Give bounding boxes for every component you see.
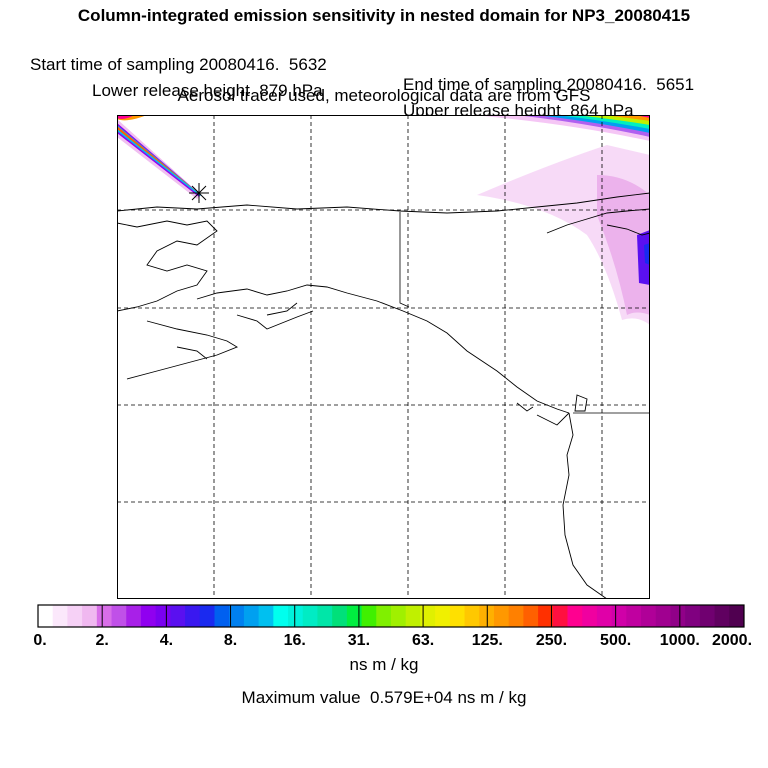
map-frame — [117, 115, 650, 599]
color-scale-cell — [288, 605, 304, 627]
color-scale-tick-label: 4. — [159, 632, 174, 649]
color-scale-cell — [699, 605, 716, 627]
color-scale-ticks: 0. 2. 4. 8. 16. 31. 63. 125. 250. 500. 1000. 2000. — [0, 632, 768, 654]
color-scale-tick-label: 2000. — [711, 632, 753, 649]
color-scale-cell — [391, 605, 407, 627]
color-scale-cell — [170, 605, 186, 627]
color-scale-cell — [611, 605, 627, 627]
color-scale-tick-label: 2. — [95, 632, 109, 649]
tracer-info-line: Aerosol tracer used, meteorological data… — [177, 86, 591, 105]
color-scale-bar — [37, 604, 745, 628]
color-scale-cell — [626, 605, 642, 627]
release-height-row: Lower release height 879 hPa Upper relea… — [0, 61, 768, 121]
color-scale-cell — [346, 605, 363, 627]
sensitivity-map — [117, 115, 650, 599]
color-scale-tick-label: 250. — [535, 632, 568, 649]
color-scale-cell — [552, 605, 568, 627]
color-scale-tick-label: 500. — [600, 632, 632, 649]
color-scale-cell — [82, 605, 98, 627]
color-scale-cell — [729, 605, 745, 627]
color-scale-cell — [449, 605, 466, 627]
color-scale-tick-label: 0. — [33, 632, 47, 649]
color-scale-cell — [464, 605, 480, 627]
emission-plume-left — [117, 115, 201, 199]
color-scale-cell — [214, 605, 230, 627]
maximum-value-label: Maximum value 0.579E+04 ns m / kg — [241, 688, 527, 707]
color-scale-cell — [155, 605, 171, 627]
color-scale-cell — [229, 605, 245, 627]
color-scale-units: ns m / kg — [349, 655, 419, 674]
color-scale-cell — [185, 605, 201, 627]
color-scale-cell — [302, 605, 318, 627]
emission-plume-top — [117, 115, 650, 143]
color-scale-cell — [361, 605, 377, 627]
color-scale-cell — [405, 605, 421, 627]
color-scale-cell — [332, 605, 348, 627]
color-scale-cell — [96, 605, 113, 627]
color-scale-cell — [420, 605, 436, 627]
political-borders — [399, 212, 650, 414]
color-scale-cell — [258, 605, 274, 627]
color-scale-tick-label: 125. — [471, 632, 503, 649]
sampling-time-row: Start time of sampling 20080416. 5632 En… — [0, 35, 768, 95]
color-scale-cell — [670, 605, 686, 627]
color-scale-cell — [641, 605, 657, 627]
color-scale-cell — [714, 605, 730, 627]
lower-release-label: Lower release height 879 hPa — [92, 81, 323, 100]
color-scale-cell — [111, 605, 127, 627]
color-scale-tick-label: 16. — [283, 632, 306, 649]
color-scale-cell — [523, 605, 539, 627]
color-scale-cell — [273, 605, 289, 627]
color-scale-cell — [582, 605, 598, 627]
color-scale-cell — [493, 605, 510, 627]
color-scale-tick-label: 63. — [411, 632, 435, 649]
color-scale-cell — [376, 605, 392, 627]
color-scale-cell — [52, 605, 68, 627]
color-scale-cell — [508, 605, 524, 627]
color-scale-cell — [685, 605, 701, 627]
release-point-marker — [189, 183, 209, 203]
color-scale-tick-label: 8. — [223, 632, 238, 649]
color-scale-cell — [140, 605, 157, 627]
color-scale-cell — [567, 605, 583, 627]
color-scale-cell — [243, 605, 260, 627]
color-scale-cell — [67, 605, 83, 627]
color-scale-cell — [38, 605, 54, 627]
coastlines — [117, 192, 650, 599]
color-scale-frame — [37, 604, 745, 628]
color-scale-cell — [126, 605, 142, 627]
color-scale-cell — [655, 605, 671, 627]
start-time-label: Start time of sampling 20080416. 5632 — [30, 55, 327, 74]
color-scale-cell — [199, 605, 215, 627]
plot-title: Column-integrated emission sensitivity i… — [77, 6, 691, 25]
end-time-label: End time of sampling 20080416. 5651 — [403, 75, 695, 94]
color-scale-tick-label: 1000. — [659, 632, 700, 649]
color-scale-cell — [317, 605, 333, 627]
color-scale-cell — [538, 605, 554, 627]
color-scale-cell — [435, 605, 451, 627]
color-scale-cell — [596, 605, 613, 627]
color-scale-tick-label: 31. — [347, 632, 371, 649]
